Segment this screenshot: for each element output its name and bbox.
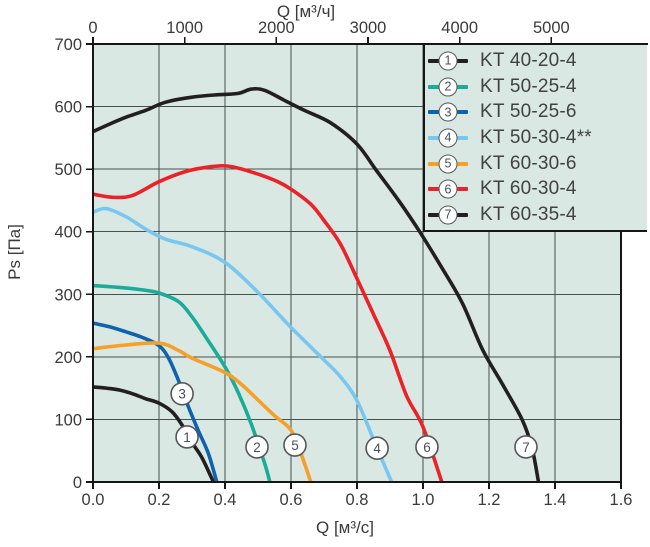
legend-swatch-icon: 7 — [428, 204, 468, 226]
legend-swatch-icon: 6 — [428, 178, 468, 200]
top-tick-label: 3000 — [350, 19, 387, 37]
legend-item-label: KT 50-30-4** — [480, 126, 592, 148]
bottom-axis-title: Q [м³/с] — [316, 518, 374, 537]
legend-item-label: KT 40-20-4 — [480, 49, 577, 71]
curve-kt-50-25-4 — [93, 283, 272, 482]
left-tick-label: 0 — [73, 474, 82, 492]
left-tick-label: 300 — [54, 286, 82, 304]
top-tick-label: 0 — [88, 19, 97, 37]
top-tick-label: 4000 — [441, 19, 478, 37]
left-tick-label: 500 — [54, 161, 82, 179]
bottom-tick-label: 0.8 — [346, 491, 369, 509]
top-tick-label: 5000 — [533, 19, 570, 37]
legend-swatch-icon: 5 — [428, 153, 468, 175]
legend-item-2: 2 KT 50-25-4 — [428, 74, 647, 99]
curve-kt-60-35-4 — [93, 86, 541, 482]
legend-item-4: 4 KT 50-30-4** — [428, 125, 647, 150]
left-tick-label: 700 — [54, 36, 82, 54]
legend-swatch-icon: 1 — [428, 50, 468, 72]
legend-item-label: KT 50-25-6 — [480, 101, 577, 123]
curve-kt-50-30-4 — [93, 206, 394, 482]
legend-item-label: KT 60-35-4 — [480, 204, 577, 226]
legend-item-5: 5 KT 60-30-6 — [428, 151, 647, 176]
axis-tick-labels: 0.0 0.2 0.4 0.6 0.8 1.0 1.2 1.4 1.60 1000 2000 3000… — [54, 19, 632, 509]
fan-curves — [93, 86, 541, 482]
legend-number-circle-icon: 3 — [438, 102, 458, 122]
left-axis-title: Ps [Па] — [5, 224, 24, 280]
curve-marker-7: 7 — [514, 435, 538, 459]
curve-marker-5: 5 — [283, 433, 307, 457]
legend-item-7: 7 KT 60-35-4 — [428, 203, 647, 228]
legend-item-3: 3 KT 50-25-6 — [428, 100, 647, 125]
curve-number-markers: 1 2 3 4 5 6 7 — [170, 381, 538, 461]
left-tick-label: 600 — [54, 99, 82, 117]
bottom-tick-label: 1.0 — [412, 491, 435, 509]
curve-kt-40-20-4 — [93, 385, 216, 482]
left-tick-label: 100 — [54, 411, 82, 429]
curve-marker-number: 1 — [183, 430, 191, 445]
curve-marker-number: 3 — [178, 387, 186, 402]
legend-number-circle-icon: 5 — [438, 154, 458, 174]
bottom-tick-label: 0.4 — [214, 491, 237, 509]
bottom-tick-label: 1.6 — [610, 491, 633, 509]
curve-marker-1: 1 — [175, 425, 199, 449]
curve-kt-60-30-6 — [93, 341, 313, 482]
legend-number-circle-icon: 7 — [438, 205, 458, 225]
bottom-tick-label: 1.4 — [544, 491, 567, 509]
bottom-tick-label: 0.6 — [280, 491, 303, 509]
legend-item-1: 1 KT 40-20-4 — [428, 48, 647, 73]
curve-marker-4: 4 — [365, 436, 389, 461]
curve-kt-60-30-4 — [93, 164, 444, 482]
curve-marker-number: 4 — [373, 441, 381, 456]
bottom-tick-label: 1.2 — [478, 491, 501, 509]
curve-marker-6: 6 — [415, 435, 439, 459]
curve-marker-number: 7 — [522, 440, 530, 455]
legend-item-label: KT 50-25-4 — [480, 75, 577, 97]
curve-marker-number: 6 — [423, 440, 431, 455]
legend-number-circle-icon: 4 — [438, 128, 458, 148]
legend-item-6: 6 KT 60-30-4 — [428, 177, 647, 202]
curve-kt-50-25-6 — [93, 321, 219, 482]
bottom-tick-label: 0.0 — [82, 491, 105, 509]
axis-ticks — [86, 37, 622, 489]
chart-legend: 1 KT 40-20-4 2 KT 50-25-4 3 KT 50-25-6 4 KT 50-… — [423, 45, 647, 232]
legend-swatch-icon: 4 — [428, 127, 468, 149]
legend-number-circle-icon: 1 — [438, 51, 458, 71]
curve-marker-number: 5 — [291, 438, 299, 453]
top-tick-label: 1000 — [166, 19, 203, 37]
left-tick-label: 200 — [54, 349, 82, 367]
top-tick-label: 2000 — [258, 19, 295, 37]
bottom-tick-label: 0.2 — [148, 491, 171, 509]
left-tick-label: 400 — [54, 224, 82, 242]
legend-swatch-icon: 2 — [428, 76, 468, 98]
curve-marker-2: 2 — [245, 435, 269, 459]
legend-item-label: KT 60-30-6 — [480, 152, 577, 174]
legend-swatch-icon: 3 — [428, 101, 468, 123]
legend-item-label: KT 60-30-4 — [480, 178, 577, 200]
curve-marker-number: 2 — [253, 440, 261, 455]
top-axis-title: Q [м³/ч] — [277, 2, 335, 21]
legend-number-circle-icon: 6 — [438, 179, 458, 199]
curve-marker-3: 3 — [170, 381, 194, 406]
legend-number-circle-icon: 2 — [438, 77, 458, 97]
